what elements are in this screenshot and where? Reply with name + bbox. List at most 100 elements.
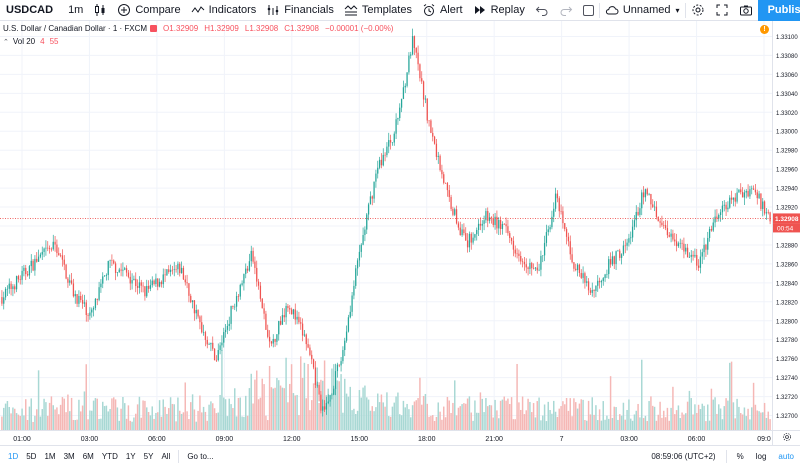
volume-bar <box>52 405 54 430</box>
volume-bar <box>432 415 434 430</box>
candle-body <box>111 260 113 261</box>
candle-body <box>668 235 670 237</box>
volume-bar <box>472 420 474 430</box>
candle-body <box>276 334 278 342</box>
candle-body <box>43 248 45 252</box>
interval-button[interactable]: 1m <box>63 0 88 21</box>
volume-bar <box>536 401 538 430</box>
candle-body <box>124 268 126 270</box>
candle-body <box>675 241 678 247</box>
volume-bar <box>639 417 641 430</box>
candle-body <box>637 211 639 215</box>
volume-bar <box>560 406 562 430</box>
chart-canvas[interactable] <box>0 21 772 430</box>
volume-bar <box>133 417 135 430</box>
range-button-6m[interactable]: 6M <box>82 451 94 461</box>
candle-body <box>373 181 375 199</box>
range-button-ytd[interactable]: YTD <box>101 451 118 461</box>
volume-bar <box>149 415 152 430</box>
candle-body <box>389 140 392 143</box>
volume-bar <box>91 410 93 430</box>
volume-bar <box>597 420 599 430</box>
volume-bar <box>89 410 91 430</box>
chart-pane[interactable] <box>0 21 772 430</box>
range-button-5y[interactable]: 5Y <box>143 451 154 461</box>
volume-bar <box>351 410 353 430</box>
range-button-1y[interactable]: 1Y <box>125 451 136 461</box>
volume-bar <box>118 420 120 430</box>
candle-body <box>78 296 80 304</box>
volume-bar <box>692 414 694 430</box>
volume-bar <box>287 402 289 430</box>
candle-body <box>525 264 527 268</box>
time-axis[interactable]: 01:00 03:00 06:00 09:00 12:00 15:00 18:00 21:00… <box>0 430 772 445</box>
auto-scale-toggle[interactable]: auto <box>772 446 800 467</box>
warning-icon[interactable]: ! <box>760 25 769 34</box>
candle-body <box>384 154 386 156</box>
candle-body <box>705 244 707 250</box>
candle-body <box>762 201 764 209</box>
compare-button[interactable]: Compare <box>112 0 185 21</box>
publish-button[interactable]: Publish <box>757 0 800 21</box>
log-scale-toggle[interactable]: log <box>750 446 773 467</box>
timezone-button[interactable]: 08:59:06 (UTC+2) <box>645 446 721 467</box>
fullscreen-button[interactable] <box>710 0 734 21</box>
volume-bar <box>494 399 496 430</box>
collapse-legend-icon[interactable]: ⌃ <box>3 38 9 46</box>
alert-button[interactable]: Alert <box>417 0 468 21</box>
percent-scale-toggle[interactable]: % <box>731 446 750 467</box>
volume-bar <box>648 401 650 430</box>
candle-body <box>171 269 174 271</box>
candle-body <box>54 241 56 245</box>
redo-button[interactable] <box>554 0 578 21</box>
alert-label: Alert <box>439 4 463 16</box>
plus-circle-icon <box>117 3 131 17</box>
volume-bar <box>661 417 663 430</box>
settings-button[interactable] <box>686 0 710 21</box>
range-button-all[interactable]: All <box>161 451 171 461</box>
indicators-button[interactable]: Indicators <box>186 0 262 21</box>
current-price-tag <box>773 213 800 224</box>
templates-button[interactable]: Templates <box>339 0 417 21</box>
candle-body <box>586 281 588 283</box>
volume-bar <box>360 397 362 430</box>
candle-body <box>494 216 496 225</box>
symbol-search-button[interactable]: USDCAD <box>0 0 63 21</box>
volume-bar <box>586 420 588 430</box>
volume-bar <box>146 407 148 430</box>
chart-settings-corner[interactable] <box>772 430 800 445</box>
range-button-3m[interactable]: 3M <box>63 451 75 461</box>
candle-body <box>413 36 416 48</box>
financials-button[interactable]: Financials <box>261 0 339 21</box>
candle-body <box>290 309 293 315</box>
volume-bar <box>674 414 676 430</box>
undo-button[interactable] <box>530 0 554 21</box>
save-layout-button[interactable]: Unnamed ▾ <box>600 0 685 21</box>
candle-body <box>85 302 87 315</box>
candle-body <box>424 98 427 100</box>
range-button-5d[interactable]: 5D <box>26 451 37 461</box>
goto-date-button[interactable]: Go to... <box>183 446 217 467</box>
candle-body <box>67 278 69 283</box>
volume-bar <box>417 398 419 430</box>
candle-body <box>261 298 263 309</box>
snapshot-button[interactable] <box>734 0 758 21</box>
price-tick-label: 1.33080 <box>776 54 798 60</box>
volume-bar <box>371 406 373 430</box>
time-tick-label: 12:00 <box>283 436 301 443</box>
range-button-1d[interactable]: 1D <box>8 451 19 461</box>
chart-type-button[interactable] <box>88 0 112 21</box>
candle-body <box>333 388 335 395</box>
volume-bar <box>686 401 689 430</box>
replay-button[interactable]: Replay <box>468 0 530 21</box>
multi-layout-button[interactable] <box>578 0 599 21</box>
range-button-1m[interactable]: 1M <box>44 451 56 461</box>
volume-bar <box>562 401 564 430</box>
volume-bar <box>736 398 738 430</box>
volume-bar <box>356 410 359 430</box>
volume-bar <box>675 410 678 430</box>
candle-body <box>94 298 97 309</box>
volume-bar <box>745 416 747 430</box>
price-axis[interactable]: 1.33100 1.33080 1.33060 1.33040 1.33020 1.330… <box>772 21 800 430</box>
volume-bar <box>514 419 516 430</box>
